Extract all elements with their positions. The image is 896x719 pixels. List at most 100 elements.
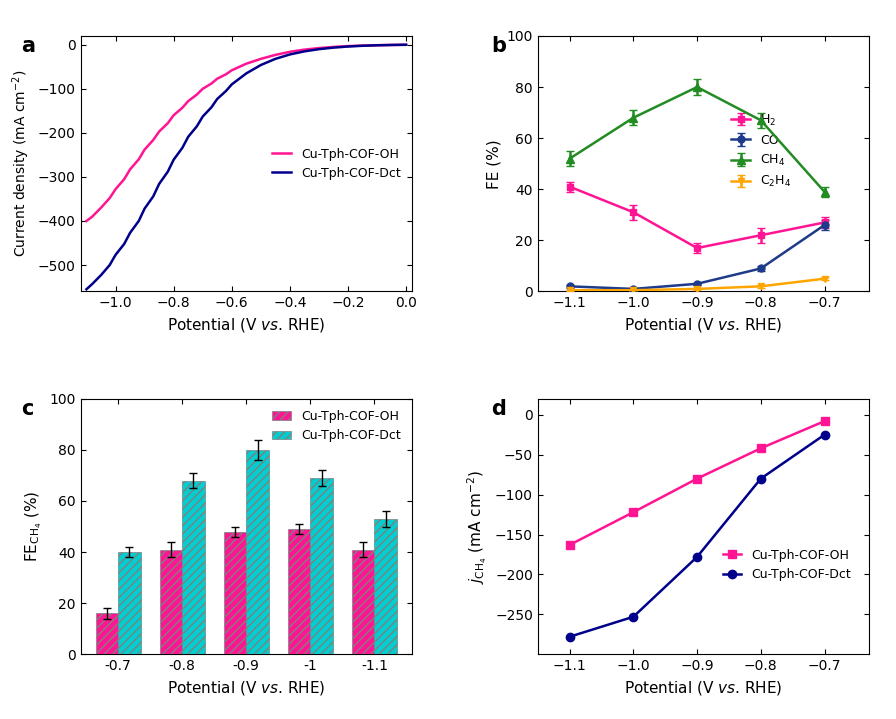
Cu-Tph-COF-Dct	[162, 168, 173, 176]
Cu-Tph-COF-Dct	[299, 47, 310, 55]
X-axis label: Potential (V $\it{vs}$. RHE): Potential (V $\it{vs}$. RHE)	[625, 316, 783, 334]
Cu-Tph-COF-Dct	[372, 41, 383, 50]
Cu-Tph-COF-OH	[81, 216, 91, 225]
Cu-Tph-COF-OH	[192, 90, 202, 99]
Line: Cu-Tph-COF-Dct: Cu-Tph-COF-Dct	[86, 45, 406, 289]
Y-axis label: $j_{\mathregular{CH_4}}$ (mA cm$^{-2}$): $j_{\mathregular{CH_4}}$ (mA cm$^{-2}$)	[466, 470, 489, 584]
Line: Cu-Tph-COF-Dct: Cu-Tph-COF-Dct	[565, 431, 829, 641]
Cu-Tph-COF-OH	[134, 155, 144, 164]
Cu-Tph-COF-OH	[819, 417, 830, 426]
Bar	[224, 531, 246, 654]
Cu-Tph-COF-Dct	[104, 261, 115, 270]
Cu-Tph-COF-Dct	[628, 613, 639, 621]
Legend: Cu-Tph-COF-OH, Cu-Tph-COF-Dct: Cu-Tph-COF-OH, Cu-Tph-COF-Dct	[267, 142, 406, 185]
Cu-Tph-COF-OH	[328, 42, 339, 51]
Cu-Tph-COF-OH	[104, 193, 115, 202]
Cu-Tph-COF-OH	[177, 104, 188, 112]
Cu-Tph-COF-OH	[692, 475, 702, 483]
Cu-Tph-COF-Dct	[692, 553, 702, 562]
Cu-Tph-COF-OH	[220, 70, 231, 78]
Cu-Tph-COF-Dct	[119, 239, 130, 248]
Line: Cu-Tph-COF-OH: Cu-Tph-COF-OH	[565, 417, 829, 549]
Text: b: b	[491, 36, 506, 56]
Cu-Tph-COF-Dct	[183, 132, 194, 141]
Y-axis label: FE (%): FE (%)	[486, 139, 501, 188]
Bar	[246, 450, 269, 654]
Cu-Tph-COF-Dct	[564, 633, 575, 641]
Legend: Cu-Tph-COF-OH, Cu-Tph-COF-Dct: Cu-Tph-COF-OH, Cu-Tph-COF-Dct	[267, 405, 406, 447]
Bar	[375, 519, 397, 654]
Text: c: c	[21, 399, 33, 418]
X-axis label: Potential (V $\it{vs}$. RHE): Potential (V $\it{vs}$. RHE)	[625, 679, 783, 697]
Bar	[96, 613, 118, 654]
Cu-Tph-COF-Dct	[139, 204, 150, 213]
Cu-Tph-COF-OH	[285, 47, 296, 56]
Cu-Tph-COF-OH	[401, 40, 411, 49]
Cu-Tph-COF-Dct	[358, 42, 368, 50]
Cu-Tph-COF-OH	[139, 145, 150, 154]
Text: d: d	[491, 399, 506, 418]
Cu-Tph-COF-Dct	[87, 280, 98, 288]
Bar	[118, 552, 141, 654]
Legend: Cu-Tph-COF-OH, Cu-Tph-COF-Dct: Cu-Tph-COF-OH, Cu-Tph-COF-Dct	[718, 544, 857, 586]
Y-axis label: Current density (mA cm$^{-2}$): Current density (mA cm$^{-2}$)	[11, 70, 32, 257]
Cu-Tph-COF-OH	[211, 74, 222, 83]
Cu-Tph-COF-OH	[148, 136, 159, 145]
Cu-Tph-COF-Dct	[110, 251, 121, 260]
X-axis label: Potential (V $\it{vs}$. RHE): Potential (V $\it{vs}$. RHE)	[167, 679, 325, 697]
Line: Cu-Tph-COF-OH: Cu-Tph-COF-OH	[86, 45, 406, 221]
Cu-Tph-COF-Dct	[148, 192, 159, 201]
Cu-Tph-COF-OH	[125, 165, 135, 174]
Cu-Tph-COF-Dct	[819, 431, 830, 439]
X-axis label: Potential (V $\it{vs}$. RHE): Potential (V $\it{vs}$. RHE)	[167, 316, 325, 334]
Cu-Tph-COF-OH	[154, 127, 165, 136]
Cu-Tph-COF-OH	[358, 41, 368, 50]
Cu-Tph-COF-OH	[183, 97, 194, 106]
Cu-Tph-COF-Dct	[401, 40, 411, 49]
Cu-Tph-COF-OH	[386, 40, 397, 49]
Cu-Tph-COF-Dct	[342, 42, 353, 51]
Cu-Tph-COF-OH	[314, 44, 324, 52]
Cu-Tph-COF-Dct	[328, 43, 339, 52]
Cu-Tph-COF-OH	[299, 45, 310, 54]
Cu-Tph-COF-OH	[168, 111, 179, 119]
Cu-Tph-COF-OH	[96, 203, 107, 212]
Cu-Tph-COF-Dct	[220, 87, 231, 96]
Cu-Tph-COF-OH	[206, 79, 217, 88]
Cu-Tph-COF-Dct	[192, 122, 202, 131]
Cu-Tph-COF-Dct	[255, 60, 266, 69]
Cu-Tph-COF-Dct	[134, 216, 144, 225]
Cu-Tph-COF-Dct	[211, 95, 222, 104]
Cu-Tph-COF-Dct	[241, 69, 252, 78]
Cu-Tph-COF-OH	[755, 444, 766, 452]
Cu-Tph-COF-Dct	[755, 475, 766, 483]
Cu-Tph-COF-OH	[241, 60, 252, 68]
Cu-Tph-COF-OH	[255, 55, 266, 63]
Bar	[159, 549, 182, 654]
Cu-Tph-COF-OH	[197, 85, 208, 93]
Cu-Tph-COF-Dct	[177, 144, 188, 152]
Cu-Tph-COF-OH	[628, 508, 639, 516]
Cu-Tph-COF-Dct	[125, 229, 135, 237]
Cu-Tph-COF-OH	[119, 175, 130, 183]
Cu-Tph-COF-Dct	[386, 41, 397, 50]
Cu-Tph-COF-OH	[342, 42, 353, 50]
Legend: H$_2$, CO, CH$_4$, C$_2$H$_4$: H$_2$, CO, CH$_4$, C$_2$H$_4$	[727, 107, 797, 194]
Cu-Tph-COF-OH	[372, 41, 383, 50]
Bar	[352, 549, 375, 654]
Cu-Tph-COF-Dct	[227, 80, 237, 88]
Bar	[182, 480, 204, 654]
Cu-Tph-COF-OH	[227, 66, 237, 75]
Cu-Tph-COF-OH	[162, 119, 173, 127]
Cu-Tph-COF-Dct	[154, 180, 165, 188]
Cu-Tph-COF-OH	[270, 50, 280, 59]
Cu-Tph-COF-Dct	[285, 50, 296, 59]
Y-axis label: FE$_{\mathregular{CH_4}}$ (%): FE$_{\mathregular{CH_4}}$ (%)	[23, 491, 44, 562]
Cu-Tph-COF-Dct	[206, 103, 217, 111]
Cu-Tph-COF-Dct	[270, 55, 280, 63]
Bar	[288, 529, 310, 654]
Cu-Tph-COF-Dct	[314, 45, 324, 53]
Cu-Tph-COF-OH	[110, 185, 121, 193]
Cu-Tph-COF-OH	[564, 541, 575, 549]
Cu-Tph-COF-Dct	[81, 285, 91, 293]
